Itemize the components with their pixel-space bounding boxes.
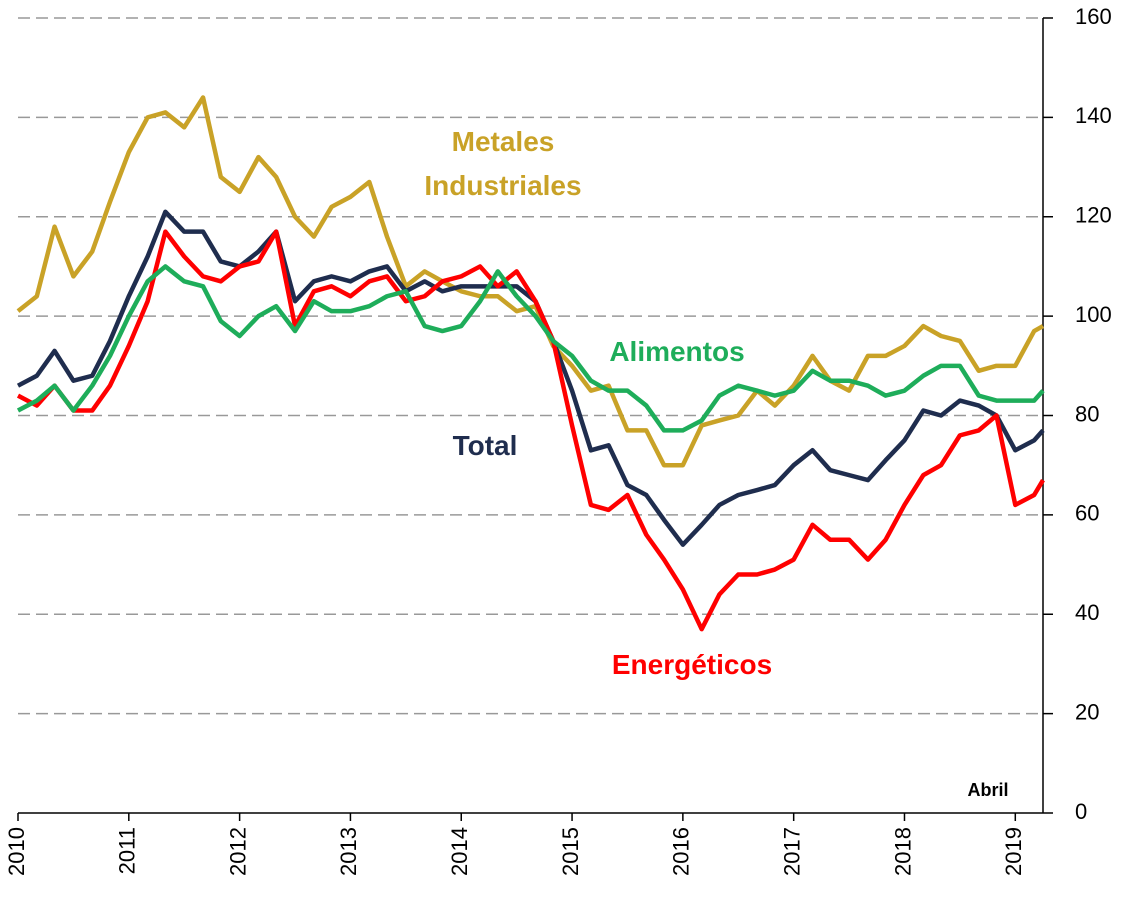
y-tick-label: 80 bbox=[1075, 401, 1099, 426]
y-tick-label: 40 bbox=[1075, 600, 1099, 625]
x-tick-label: 2016 bbox=[669, 827, 694, 876]
x-tick-label: 2018 bbox=[890, 827, 915, 876]
x-tick-label: 2013 bbox=[336, 827, 361, 876]
x-tick-label: 2015 bbox=[558, 827, 583, 876]
x-tick-label: 2012 bbox=[225, 827, 250, 876]
y-tick-label: 140 bbox=[1075, 103, 1112, 128]
y-tick-label: 20 bbox=[1075, 699, 1099, 724]
y-tick-label: 60 bbox=[1075, 501, 1099, 526]
series-line bbox=[16, 209, 1045, 547]
series-label: Alimentos bbox=[609, 336, 745, 367]
series-label: Total bbox=[452, 430, 518, 461]
x-tick-label: 2017 bbox=[779, 827, 804, 876]
y-tick-label: 0 bbox=[1075, 799, 1087, 824]
series-line bbox=[16, 264, 1045, 433]
annotation: Abril bbox=[967, 780, 1009, 800]
series-line bbox=[16, 229, 1045, 632]
series-label: Energéticos bbox=[611, 649, 773, 680]
series-label: Metales Industriales bbox=[424, 126, 582, 201]
x-tick-label: 2019 bbox=[1001, 827, 1026, 876]
x-tick-label: 2011 bbox=[115, 827, 140, 874]
x-tick-label: 2010 bbox=[4, 827, 29, 876]
x-tick-label: 2014 bbox=[447, 827, 472, 876]
y-tick-label: 160 bbox=[1075, 4, 1112, 29]
y-tick-label: 120 bbox=[1075, 203, 1112, 228]
y-tick-label: 100 bbox=[1075, 302, 1112, 327]
